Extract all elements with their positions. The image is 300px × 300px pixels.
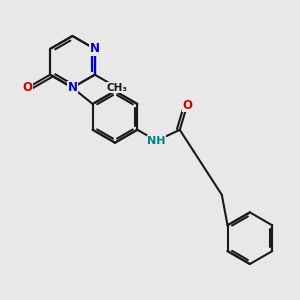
Text: CH₃: CH₃: [107, 82, 128, 93]
Text: NH: NH: [147, 136, 166, 146]
Text: N: N: [68, 81, 77, 94]
Text: N: N: [90, 42, 100, 56]
Text: O: O: [182, 99, 192, 112]
Text: O: O: [23, 81, 33, 94]
